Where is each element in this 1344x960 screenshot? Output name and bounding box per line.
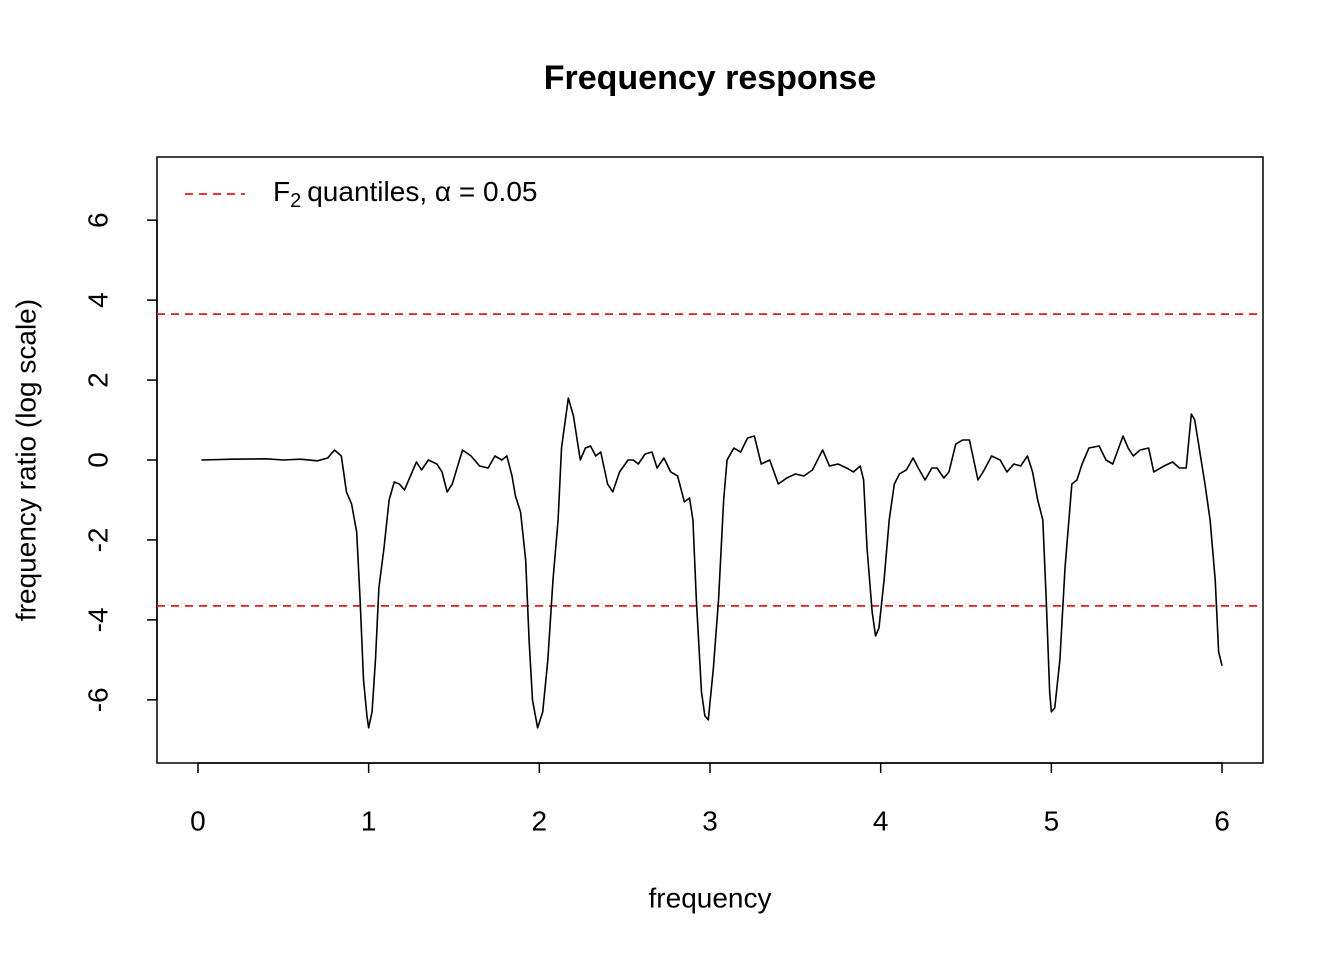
legend-label-part: 2 xyxy=(290,190,301,212)
y-tick-label: -6 xyxy=(82,687,113,712)
y-tick-label: -2 xyxy=(82,527,113,552)
x-tick-label: 4 xyxy=(873,805,889,836)
x-tick-label: 0 xyxy=(190,805,206,836)
y-tick-label: 6 xyxy=(82,212,113,228)
x-tick-label: 6 xyxy=(1214,805,1230,836)
x-tick-label: 5 xyxy=(1044,805,1060,836)
y-tick-label: -4 xyxy=(82,607,113,632)
y-tick-label: 0 xyxy=(82,452,113,468)
y-tick-label: 4 xyxy=(82,292,113,308)
y-axis-label: frequency ratio (log scale) xyxy=(10,299,41,621)
x-tick-label: 3 xyxy=(702,805,718,836)
x-axis-label: frequency xyxy=(649,882,772,913)
data-line xyxy=(201,397,1223,729)
x-tick-label: 1 xyxy=(361,805,377,836)
legend-label-part: quantiles, α = 0.05 xyxy=(307,176,537,207)
y-tick-label: 2 xyxy=(82,372,113,388)
chart-title: Frequency response xyxy=(544,59,877,97)
legend-label: F2 quantiles, α = 0.05 xyxy=(273,176,537,212)
legend-label-part: F xyxy=(273,176,290,207)
x-tick-label: 2 xyxy=(532,805,548,836)
